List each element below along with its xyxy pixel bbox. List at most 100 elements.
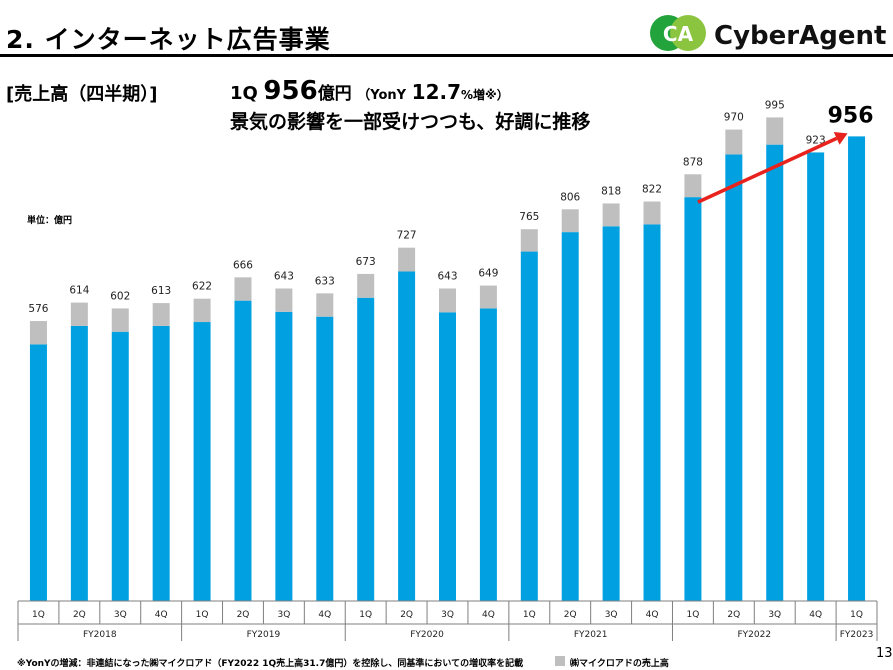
category-label-1: 2Q xyxy=(73,610,86,620)
cyberagent-logo: CA CyberAgent xyxy=(650,15,886,51)
bar-main-13 xyxy=(561,232,579,601)
logo-mark-text: CA xyxy=(663,22,694,46)
headline-subtitle: 景気の影響を一部受けつつも、好調に推移 xyxy=(230,111,591,133)
bar-main-12 xyxy=(520,251,538,602)
data-label-15: 822 xyxy=(642,184,662,196)
category-label-13: 2Q xyxy=(564,610,577,620)
bar-main-9 xyxy=(398,271,416,601)
bar-microad-11 xyxy=(479,285,497,309)
bar-microad-14 xyxy=(602,203,620,227)
footnote: ※YonYの増減：非連結になった㈱マイクロアド（FY2022 1Q売上高31.7… xyxy=(17,659,524,669)
category-label-0: 1Q xyxy=(32,610,45,620)
growth-arrow-head xyxy=(833,132,848,145)
bar-main-2 xyxy=(111,331,129,601)
data-label-1: 614 xyxy=(69,285,89,297)
category-label-19: 4Q xyxy=(809,610,822,620)
bar-microad-5 xyxy=(234,277,252,301)
bar-main-7 xyxy=(316,316,334,601)
legend-label-microad: ㈱マイクロアドの売上高 xyxy=(570,659,669,669)
data-label-8: 673 xyxy=(356,256,376,268)
bar-microad-7 xyxy=(316,293,334,317)
logo-text: CyberAgent xyxy=(714,21,886,51)
data-label-12: 765 xyxy=(519,211,539,223)
revenue-bar-chart: 576 1Q 614 2Q 602 3Q 613 4Q 622 1Q 666 2Q 643 3Q 633 4Q… xyxy=(17,99,878,641)
bar-microad-13 xyxy=(561,209,579,233)
bar-microad-6 xyxy=(275,288,293,312)
headline-yoy-suffix: %増※） xyxy=(461,88,509,102)
category-label-14: 3Q xyxy=(605,610,618,620)
data-label-2: 602 xyxy=(110,290,130,302)
bar-main-1 xyxy=(70,325,88,601)
bar-microad-18 xyxy=(766,117,784,145)
data-label-10: 643 xyxy=(437,271,457,283)
category-label-15: 4Q xyxy=(646,610,659,620)
headline-yoy-value: 12.7 xyxy=(411,80,462,104)
fiscal-year-label-3: FY2021 xyxy=(574,630,608,640)
bar-main-18 xyxy=(766,144,784,601)
bar-main-16 xyxy=(684,197,702,601)
logo-mark-circle-right xyxy=(670,15,706,51)
bar-main-5 xyxy=(234,300,252,601)
category-label-20: 1Q xyxy=(850,610,863,620)
category-label-17: 2Q xyxy=(727,610,740,620)
fiscal-year-label-1: FY2019 xyxy=(247,630,281,640)
title-divider xyxy=(0,54,893,57)
data-label-4: 622 xyxy=(192,281,212,293)
category-label-16: 1Q xyxy=(687,610,700,620)
data-label-13: 806 xyxy=(560,191,580,203)
headline-value: 956 xyxy=(263,76,318,106)
category-label-2: 3Q xyxy=(114,610,127,620)
category-label-9: 2Q xyxy=(400,610,413,620)
category-label-8: 1Q xyxy=(359,610,372,620)
bar-main-11 xyxy=(479,308,497,601)
bar-microad-1 xyxy=(70,302,88,326)
bar-microad-10 xyxy=(439,288,456,313)
bar-main-20 xyxy=(848,136,866,601)
bar-microad-16 xyxy=(684,174,702,198)
data-label-19: 923 xyxy=(806,134,826,146)
bar-microad-2 xyxy=(111,308,129,332)
legend-swatch-microad xyxy=(555,656,565,666)
category-label-11: 4Q xyxy=(482,610,495,620)
fiscal-year-label-5: FY2023 xyxy=(840,630,874,640)
bar-main-3 xyxy=(152,325,170,601)
headline-quarter: 1Q xyxy=(230,83,258,104)
unit-label: 単位：億円 xyxy=(27,216,73,226)
data-label-18: 995 xyxy=(765,99,785,111)
bar-main-14 xyxy=(602,226,620,601)
bar-main-17 xyxy=(725,154,743,601)
category-label-6: 3Q xyxy=(277,610,290,620)
category-label-4: 1Q xyxy=(196,610,209,620)
bar-microad-12 xyxy=(520,229,538,252)
category-label-5: 2Q xyxy=(237,610,250,620)
growth-arrow-line xyxy=(697,136,838,204)
data-label-9: 727 xyxy=(397,230,417,242)
bar-main-15 xyxy=(643,224,661,601)
data-label-6: 643 xyxy=(274,271,294,283)
category-label-18: 3Q xyxy=(768,610,781,620)
data-label-17: 970 xyxy=(724,112,744,124)
category-label-3: 4Q xyxy=(155,610,168,620)
bar-microad-3 xyxy=(152,303,170,326)
fiscal-year-label-2: FY2020 xyxy=(410,630,444,640)
data-label-5: 666 xyxy=(233,259,253,271)
data-label-11: 649 xyxy=(478,268,498,280)
bar-microad-17 xyxy=(725,129,743,155)
data-label-3: 613 xyxy=(151,285,171,297)
headline: 1Q 956億円 （YonY 12.7%増※） xyxy=(230,76,509,106)
bar-main-6 xyxy=(275,311,293,601)
section-label: [売上高（四半期）] xyxy=(6,84,158,105)
data-label-0: 576 xyxy=(28,303,48,315)
bar-main-19 xyxy=(807,152,825,601)
page-number: 13 xyxy=(876,646,893,661)
bar-microad-15 xyxy=(643,201,661,225)
data-label-7: 633 xyxy=(315,275,335,287)
bar-main-4 xyxy=(193,322,211,601)
fiscal-year-label-0: FY2018 xyxy=(83,630,117,640)
headline-unit: 億円 xyxy=(317,84,352,104)
bar-microad-0 xyxy=(29,321,47,345)
bar-microad-4 xyxy=(193,298,211,323)
bar-microad-9 xyxy=(398,247,416,272)
category-label-7: 4Q xyxy=(318,610,331,620)
highlight-value-label: 956 xyxy=(828,103,874,128)
